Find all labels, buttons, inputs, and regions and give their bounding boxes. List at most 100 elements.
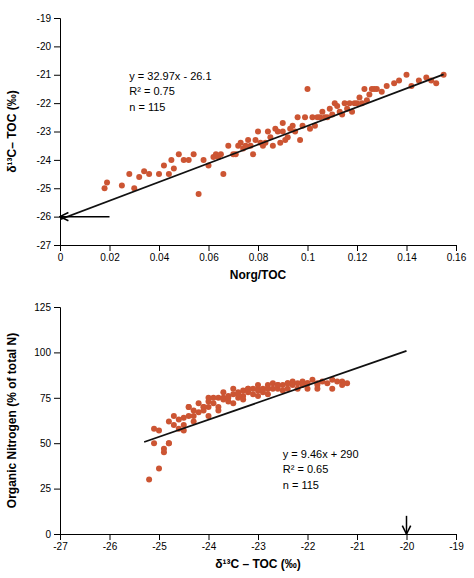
y-tick-label: -23 [37,126,52,137]
annotation-line: n = 115 [129,101,165,113]
y-tick-mark [54,534,60,535]
y-tick-mark [54,46,60,47]
point [324,380,330,386]
annotation: y = 9.46x + 290R² = 0.65n = 115 [283,448,359,491]
annotation-line: y = 32.97x - 26.1 [129,70,211,82]
x-tick-mark [357,534,358,540]
y-tick: -22 [37,98,60,109]
x-tick-mark [456,245,457,251]
point [102,185,108,191]
point [225,395,231,401]
y-tick-label: -20 [37,41,52,52]
scatter-series [102,72,447,197]
y-tick: 75 [40,393,60,404]
y-tick: -21 [37,69,60,80]
x-tick-mark [110,534,111,540]
x-axis: 00.020.040.060.080.10.120.140.16 [58,245,467,263]
x-tick-label: 0 [58,252,64,263]
x-axis-line [61,246,457,252]
point [104,180,110,186]
point [230,400,236,406]
x-axis-line [61,535,457,541]
point [171,422,177,428]
point [220,171,226,177]
point [171,413,177,419]
x-tick-mark [159,534,160,540]
annotation-line: n = 115 [283,479,319,491]
x-tick-mark [159,245,160,251]
point [265,391,271,397]
point [319,109,325,115]
point [136,174,142,180]
y-tick-label: 25 [40,483,52,494]
y-tick: -20 [37,41,60,52]
point [186,157,192,163]
x-tick-mark [258,534,259,540]
point [191,413,197,419]
y-tick: 25 [40,483,60,494]
point [126,171,132,177]
point [270,143,276,149]
point [146,171,152,177]
y-tick-label: 0 [45,529,51,540]
point [186,404,192,410]
y-tick-mark [54,245,60,246]
x-tick-mark [110,245,111,251]
x-tick-label: 0.04 [150,252,170,263]
x-tick-label: -20 [400,541,415,552]
point [201,404,207,410]
point [245,386,251,392]
y-tick-mark [54,132,60,133]
x-tick-mark [209,534,210,540]
point [384,83,390,89]
point [176,151,182,157]
point [151,440,157,446]
y-tick-label: -22 [37,98,52,109]
x-tick-label: 0.02 [100,252,120,263]
x-tick: -20 [400,534,415,552]
point [218,151,224,157]
y-tick-mark [54,352,60,353]
x-tick: 0.04 [150,245,170,263]
point [255,393,261,399]
x-tick: 0.14 [397,245,417,263]
x-tick: -23 [251,534,266,552]
point [151,426,157,432]
y-tick: 50 [40,438,60,449]
point [166,418,172,424]
x-tick-label: 0.12 [348,252,368,263]
point [168,157,174,163]
x-tick: 0.16 [447,245,467,263]
point [275,382,281,388]
x-tick-label: -22 [301,541,316,552]
x-tick: -24 [202,534,217,552]
x-tick-mark [209,245,210,251]
point [255,129,261,135]
point [275,382,281,388]
y-tick-mark [54,398,60,399]
point [161,449,167,455]
x-tick-label: -27 [53,541,68,552]
point [245,386,251,392]
point [361,86,367,92]
point [146,477,152,483]
x-axis-title: Norg/TOC [230,268,287,282]
y-tick-label: -26 [37,211,52,222]
y-tick-label: 100 [34,347,51,358]
point [327,106,333,112]
point [265,129,271,135]
y-axis: -27-26-25-24-23-22-21-20-19 [37,13,61,251]
x-tick-label: 0.14 [397,252,417,263]
point [210,400,216,406]
x-tick: 0.08 [249,245,269,263]
regression-line [60,74,444,219]
x-tick: 0.12 [348,245,368,263]
point [191,151,197,157]
point [302,114,308,120]
y-tick-mark [54,160,60,161]
point [334,103,340,109]
arrow [406,516,408,534]
x-tick-mark [357,245,358,251]
y-axis-title: Organic Nitrogen (% of total N) [5,333,19,508]
point [404,72,410,78]
